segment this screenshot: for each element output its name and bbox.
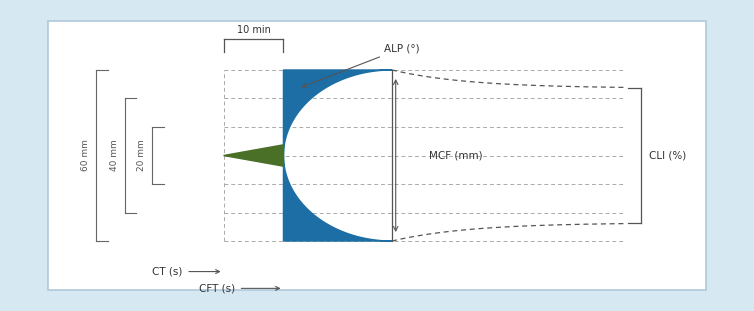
Text: 60 mm: 60 mm (81, 140, 90, 171)
Text: 20 mm: 20 mm (137, 140, 146, 171)
Text: 10 min: 10 min (237, 25, 271, 35)
Text: CLI (%): CLI (%) (648, 151, 686, 160)
Text: ALP (°): ALP (°) (302, 43, 420, 87)
Text: MCF (mm): MCF (mm) (429, 151, 483, 160)
Polygon shape (224, 145, 284, 166)
Text: CT (s): CT (s) (152, 267, 182, 276)
Bar (48, 21, 706, 290)
Text: CFT (s): CFT (s) (198, 283, 234, 293)
Text: 40 mm: 40 mm (110, 140, 119, 171)
Polygon shape (284, 70, 392, 241)
